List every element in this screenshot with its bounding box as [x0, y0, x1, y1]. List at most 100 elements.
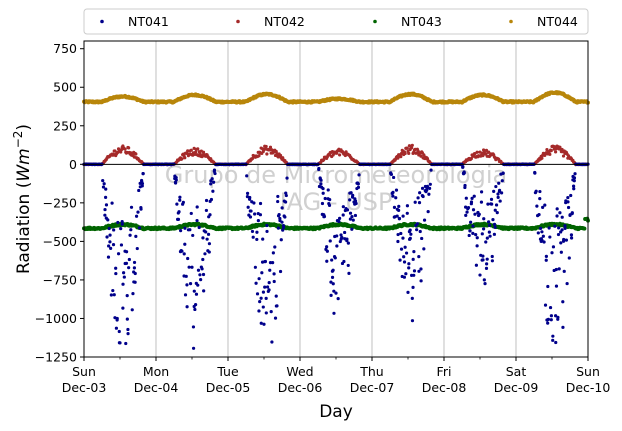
- point-nt041: [125, 317, 129, 321]
- point-nt041: [417, 255, 421, 259]
- point-nt041: [541, 205, 545, 209]
- point-nt041: [491, 218, 495, 222]
- point-nt042: [405, 146, 409, 150]
- point-nt041: [190, 265, 194, 269]
- point-nt041: [487, 220, 491, 224]
- point-nt041: [490, 202, 494, 206]
- point-nt041: [554, 340, 558, 345]
- point-nt041: [263, 285, 267, 289]
- point-nt041: [271, 261, 275, 265]
- point-nt041: [482, 278, 486, 282]
- point-nt041: [200, 267, 204, 271]
- x-tick-label-date: Dec-08: [422, 380, 467, 395]
- point-nt041: [182, 252, 186, 256]
- point-nt041: [412, 249, 416, 254]
- point-nt041: [272, 279, 276, 284]
- point-nt041: [183, 242, 187, 246]
- point-nt042: [189, 148, 193, 152]
- point-nt041: [422, 247, 426, 251]
- point-nt041: [204, 208, 208, 213]
- point-nt041: [129, 228, 133, 232]
- point-nt042: [549, 149, 553, 153]
- point-nt041: [477, 212, 481, 216]
- point-nt041: [253, 265, 257, 269]
- point-nt041: [392, 205, 397, 209]
- point-nt041: [185, 305, 189, 309]
- point-nt041: [398, 258, 402, 262]
- point-nt042: [403, 151, 407, 156]
- x-tick-label-date: Dec-03: [62, 380, 107, 395]
- point-nt041: [342, 259, 346, 264]
- point-nt041: [497, 188, 502, 192]
- point-nt041: [186, 256, 190, 261]
- point-nt041: [566, 200, 570, 204]
- point-nt041: [353, 199, 358, 203]
- y-axis-title-unit: Wm: [14, 148, 34, 181]
- point-nt041: [188, 228, 192, 232]
- point-nt041: [466, 205, 471, 210]
- point-nt041: [420, 236, 424, 241]
- point-nt041: [550, 251, 554, 255]
- point-nt041: [429, 168, 433, 172]
- point-nt041: [197, 225, 201, 230]
- point-nt041: [212, 168, 217, 172]
- point-nt041: [252, 201, 256, 205]
- point-nt041: [341, 213, 345, 217]
- point-nt041: [402, 255, 406, 259]
- point-nt041: [551, 245, 556, 249]
- point-nt042: [469, 157, 473, 161]
- point-nt041: [133, 280, 137, 284]
- point-nt041: [183, 293, 188, 297]
- point-nt041: [346, 241, 350, 245]
- point-nt042: [407, 151, 411, 155]
- point-nt041: [264, 311, 268, 315]
- point-nt041: [262, 322, 266, 326]
- point-nt042: [561, 154, 566, 158]
- point-nt041: [178, 195, 182, 199]
- point-nt041: [249, 209, 253, 213]
- point-nt041: [328, 239, 332, 243]
- point-nt041: [486, 202, 490, 206]
- point-nt041: [274, 294, 278, 298]
- point-nt041: [140, 181, 145, 186]
- point-nt041: [188, 282, 193, 286]
- point-nt041: [484, 266, 489, 270]
- point-nt041: [133, 271, 137, 276]
- point-nt041: [407, 262, 411, 266]
- point-nt041: [184, 274, 188, 278]
- point-nt041: [191, 325, 196, 329]
- point-nt041: [204, 198, 209, 203]
- point-nt041: [319, 178, 323, 182]
- point-nt042: [180, 157, 184, 161]
- point-nt041: [541, 234, 545, 238]
- point-nt041: [334, 291, 338, 295]
- point-nt041: [209, 197, 214, 202]
- point-nt041: [557, 267, 561, 271]
- point-nt041: [204, 230, 208, 234]
- point-nt041: [119, 243, 124, 247]
- y-axis: −1250 −1000 −750 −500 −250 0 250 500 750: [35, 41, 84, 365]
- y-tick-label: −500: [43, 234, 77, 249]
- point-nt041: [479, 190, 484, 194]
- point-nt041: [116, 252, 121, 256]
- point-nt041: [325, 259, 329, 263]
- point-nt041: [132, 260, 137, 265]
- point-nt041: [276, 194, 280, 199]
- point-nt041: [408, 236, 412, 240]
- point-nt041: [328, 198, 332, 202]
- point-nt041: [127, 266, 131, 270]
- point-nt042: [196, 147, 200, 151]
- point-nt041: [462, 171, 466, 175]
- point-nt042: [201, 150, 206, 154]
- point-nt041: [353, 213, 358, 218]
- point-nt042: [250, 156, 255, 161]
- point-nt041: [137, 188, 141, 193]
- point-nt041: [557, 226, 561, 230]
- point-nt041: [410, 319, 415, 323]
- point-nt041: [469, 200, 474, 204]
- point-nt041: [140, 184, 144, 188]
- y-tick-label: 750: [53, 41, 77, 56]
- point-nt041: [179, 229, 183, 233]
- point-nt041: [268, 268, 272, 272]
- point-nt041: [534, 189, 538, 193]
